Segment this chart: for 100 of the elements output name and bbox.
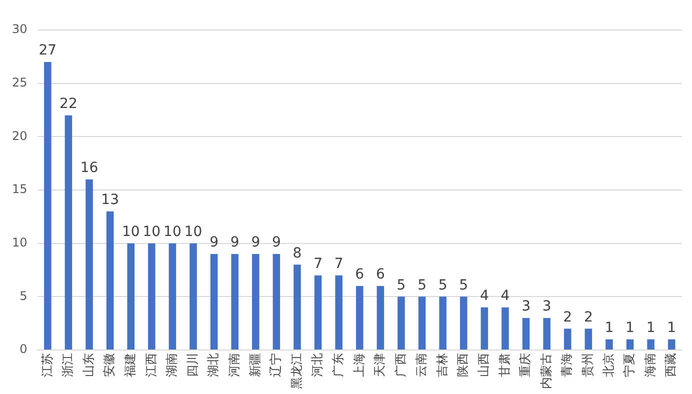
x-tick-label: 江西 xyxy=(144,353,158,377)
data-label: 9 xyxy=(210,234,219,251)
data-label: 3 xyxy=(542,298,552,315)
bar xyxy=(231,254,238,350)
x-tick-label: 海南 xyxy=(642,353,657,377)
bar xyxy=(272,254,280,350)
x-tick-label: 河南 xyxy=(226,353,241,377)
data-label: 5 xyxy=(459,277,468,294)
y-tick-label: 5 xyxy=(20,288,28,303)
x-tick-label: 湖南 xyxy=(164,353,179,377)
data-label: 1 xyxy=(626,320,634,336)
bar xyxy=(439,296,446,350)
x-tick-label: 吉林 xyxy=(434,353,449,377)
x-tick-label: 新疆 xyxy=(248,353,262,377)
x-tick-label: 山西 xyxy=(476,353,491,377)
data-label: 8 xyxy=(292,245,302,262)
x-tick-label: 宁夏 xyxy=(622,353,636,377)
bar xyxy=(64,115,72,350)
bar xyxy=(86,179,93,350)
x-tick-label: 辽宁 xyxy=(268,353,283,377)
x-tick-label: 江苏 xyxy=(40,353,54,377)
bar xyxy=(480,307,488,350)
x-tick-label: 广西 xyxy=(393,353,408,377)
bar xyxy=(210,254,218,350)
x-tick-label: 安徽 xyxy=(102,353,116,377)
x-tick-label: 四川 xyxy=(185,353,200,377)
data-label: 7 xyxy=(334,256,344,272)
bar xyxy=(460,296,468,350)
x-tick-label: 重庆 xyxy=(518,353,532,377)
x-tick-label: 青海 xyxy=(560,353,574,377)
x-tick-label: 天津 xyxy=(372,353,387,377)
bar xyxy=(148,243,156,350)
y-tick-label: 0 xyxy=(20,342,28,356)
data-label: 4 xyxy=(480,288,489,304)
x-tick-label: 云南 xyxy=(414,353,428,377)
data-label: 1 xyxy=(604,320,614,336)
bar xyxy=(44,62,52,350)
data-label: 22 xyxy=(60,96,78,112)
data-label: 10 xyxy=(122,224,140,240)
bar xyxy=(127,243,134,350)
data-label: 5 xyxy=(396,277,406,294)
data-label: 10 xyxy=(164,224,182,240)
data-label: 1 xyxy=(646,320,656,336)
x-tick-label: 陕西 xyxy=(456,353,470,377)
bar xyxy=(647,339,654,350)
y-tick-label: 10 xyxy=(12,235,28,250)
data-label: 16 xyxy=(80,160,98,176)
bar xyxy=(252,254,260,350)
x-tick-label: 甘肃 xyxy=(497,353,512,377)
x-tick-label: 北京 xyxy=(601,353,616,377)
y-tick-label: 20 xyxy=(12,128,28,143)
bar xyxy=(376,286,384,350)
bar xyxy=(626,339,634,350)
bar xyxy=(606,339,613,350)
data-label: 9 xyxy=(251,234,260,251)
data-label: 10 xyxy=(184,224,202,240)
data-label: 13 xyxy=(101,192,119,208)
x-tick-label: 内蒙古 xyxy=(538,353,553,389)
data-label: 5 xyxy=(438,277,448,294)
data-label: 9 xyxy=(230,234,240,251)
bar xyxy=(522,318,530,350)
data-label: 5 xyxy=(418,277,426,294)
x-tick-label: 西藏 xyxy=(664,353,678,377)
bar xyxy=(356,286,364,350)
bar xyxy=(190,243,197,350)
y-tick-label: 30 xyxy=(12,22,28,36)
bar xyxy=(668,339,676,350)
bar xyxy=(168,243,176,350)
x-tick-label: 上海 xyxy=(352,353,366,377)
bar xyxy=(543,318,550,350)
x-tick-label: 贵州 xyxy=(580,353,595,377)
data-label: 1 xyxy=(667,320,676,336)
x-tick-label: 浙江 xyxy=(60,353,75,377)
x-tick-label: 山东 xyxy=(81,353,96,377)
bar xyxy=(502,307,509,350)
x-tick-label: 黑龙江 xyxy=(289,353,304,389)
bar xyxy=(106,211,114,350)
bar xyxy=(418,296,426,350)
data-label: 3 xyxy=(522,298,530,315)
bar xyxy=(294,264,301,350)
x-tick-label: 广东 xyxy=(330,353,345,377)
y-tick-label: 25 xyxy=(12,75,28,90)
data-label: 7 xyxy=(314,256,322,272)
x-tick-label: 湖北 xyxy=(206,353,220,377)
data-label: 6 xyxy=(355,266,364,283)
data-label: 2 xyxy=(584,309,593,326)
data-label: 10 xyxy=(142,224,161,240)
x-tick-label: 河北 xyxy=(310,353,324,377)
data-label: 6 xyxy=(376,266,385,283)
y-tick-label: 15 xyxy=(12,182,28,196)
bar xyxy=(314,275,322,350)
bar xyxy=(398,296,405,350)
data-label: 27 xyxy=(38,42,57,59)
bar xyxy=(564,328,572,350)
bar xyxy=(335,275,342,350)
bar xyxy=(584,328,592,350)
data-label: 2 xyxy=(563,309,572,326)
data-label: 4 xyxy=(500,288,510,304)
x-tick-label: 福建 xyxy=(122,353,137,377)
data-label: 9 xyxy=(272,234,281,251)
